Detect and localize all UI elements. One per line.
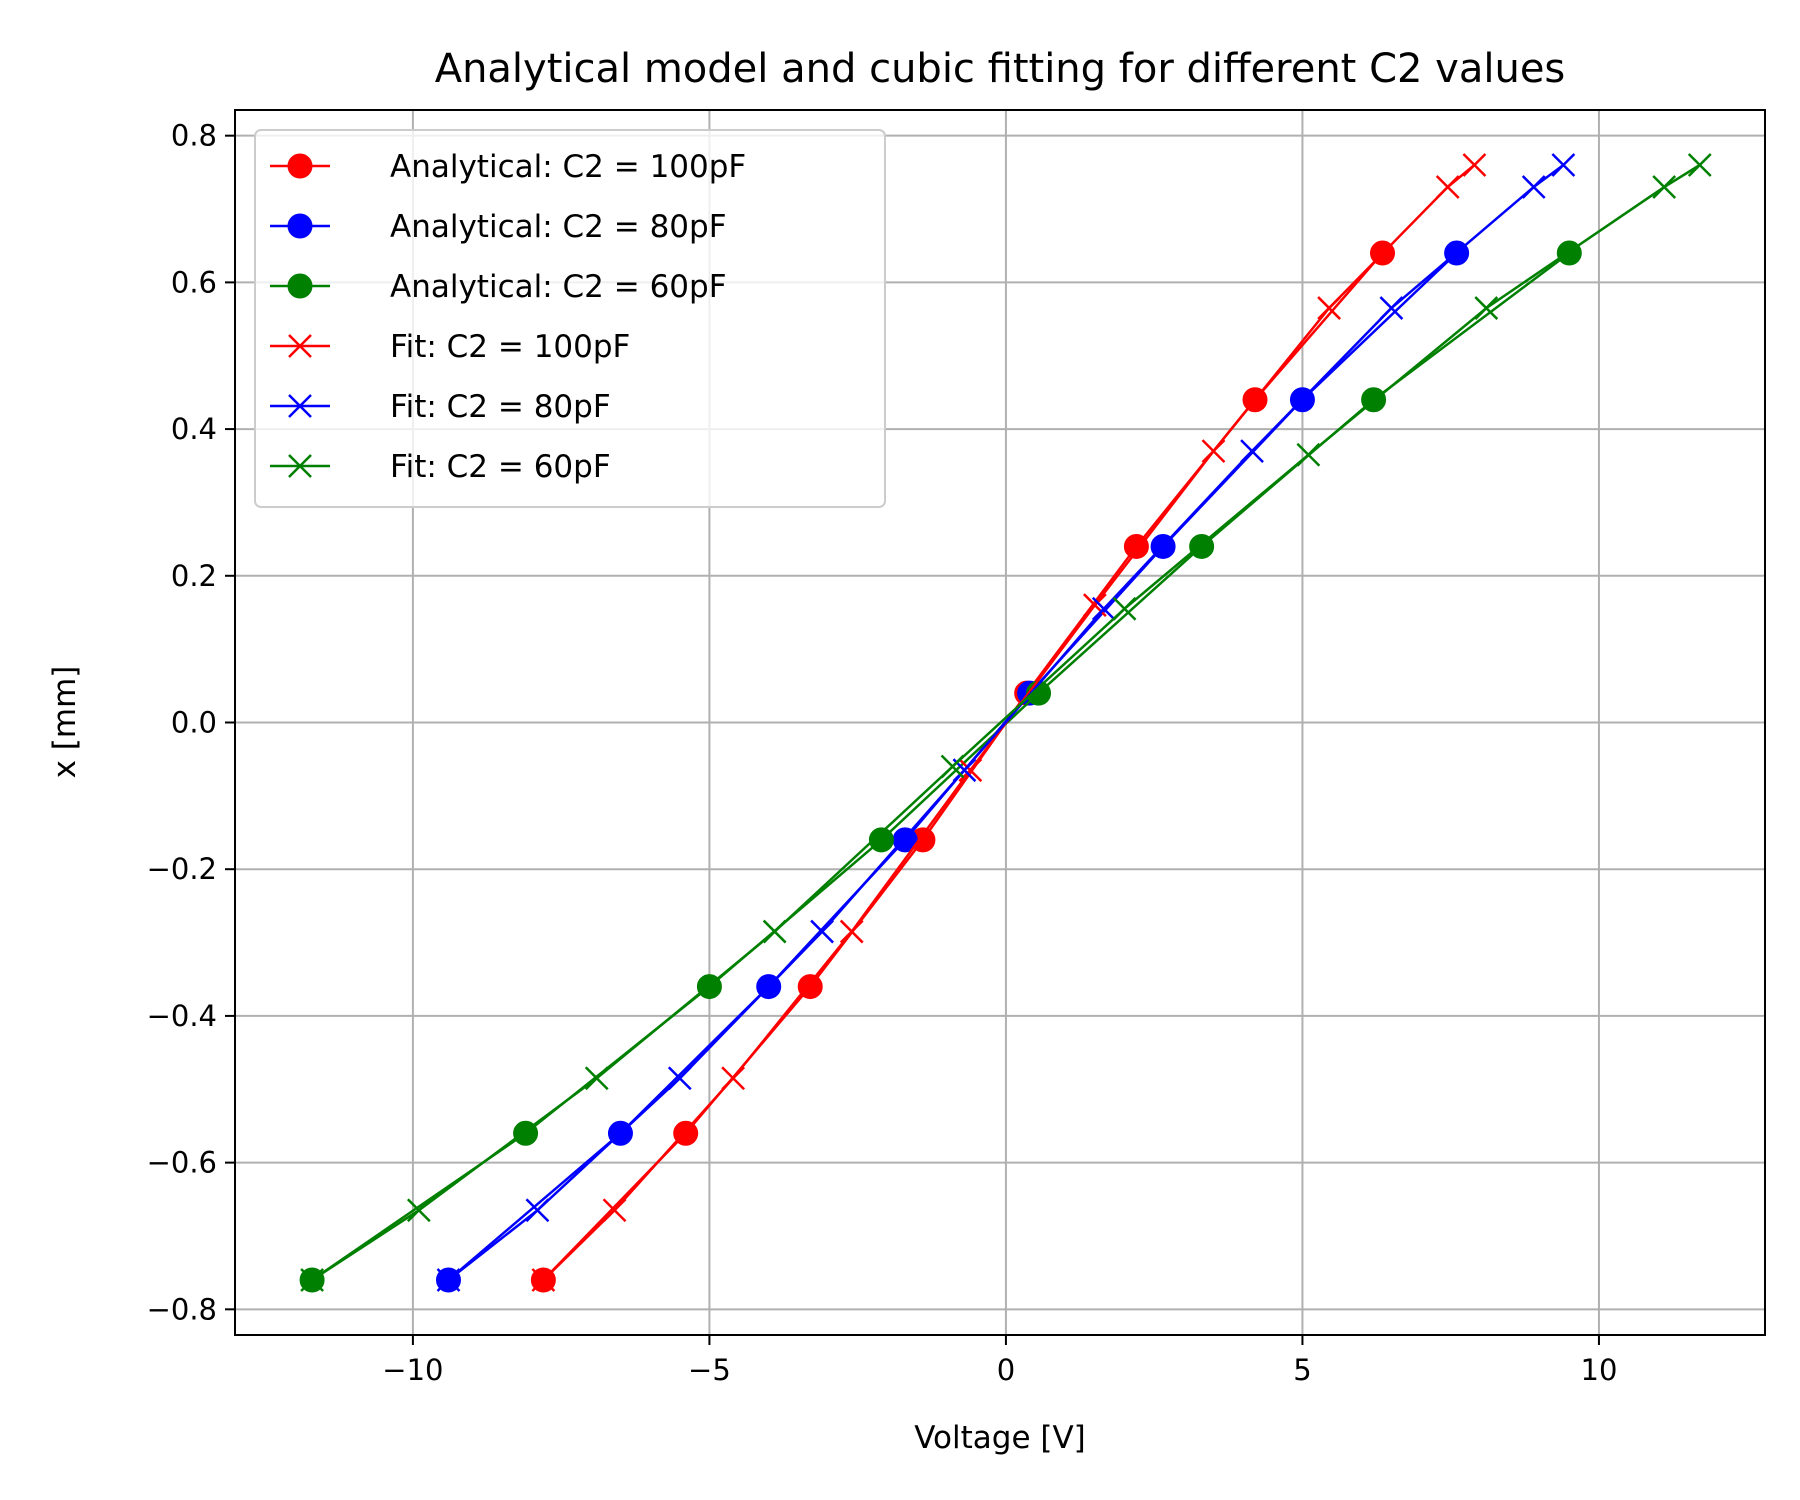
fit-point (810, 919, 834, 944)
fit-point (940, 754, 965, 779)
fit-point (436, 1268, 461, 1292)
y-tick-label: −0.8 (147, 1292, 217, 1326)
legend-item: Fit: C2 = 60pF (270, 449, 611, 485)
series-4 (531, 153, 1487, 1292)
legend-label: Analytical: C2 = 100pF (390, 149, 746, 185)
legend-label: Analytical: C2 = 80pF (390, 209, 727, 245)
fit-point (1551, 153, 1576, 177)
legend-item: Analytical: C2 = 60pF (270, 269, 727, 305)
y-tick-label: 0.2 (171, 559, 217, 593)
fit-point (602, 1198, 627, 1223)
legend-swatch-marker (287, 153, 313, 179)
x-tick-label: −10 (382, 1353, 443, 1387)
x-tick-label: 5 (1293, 1353, 1311, 1387)
legend-label: Fit: C2 = 60pF (390, 449, 611, 485)
chart-title: Analytical model and cubic fitting for d… (435, 46, 1566, 92)
x-tick-label: 10 (1581, 1353, 1618, 1387)
y-tick-label: −0.2 (147, 852, 217, 886)
legend-label: Analytical: C2 = 60pF (390, 269, 727, 305)
legend-item: Analytical: C2 = 100pF (270, 149, 746, 185)
y-tick-label: 0.6 (171, 265, 217, 299)
fit-point (762, 919, 787, 944)
x-tick-label: 0 (997, 1353, 1015, 1387)
fit-point (1201, 439, 1226, 463)
y-tick-label: 0.0 (171, 706, 217, 740)
legend-label: Fit: C2 = 100pF (390, 329, 630, 365)
series-6 (300, 153, 1712, 1292)
fit-point (721, 1066, 746, 1091)
y-tick-label: 0.8 (171, 119, 217, 153)
x-tick-label: −5 (688, 1353, 731, 1387)
y-tick-label: 0.4 (171, 412, 217, 446)
legend-swatch-marker (288, 454, 312, 478)
legend-box (254, 129, 886, 508)
fit-point (667, 1066, 692, 1091)
series-5 (436, 153, 1576, 1292)
legend-swatch-marker (288, 334, 312, 358)
legend-swatch-marker (287, 273, 313, 299)
fit-point (1474, 296, 1499, 320)
y-axis-label: x [mm] (47, 666, 83, 779)
legend-item: Fit: C2 = 100pF (270, 329, 630, 365)
series-layer (299, 153, 1712, 1293)
fit-point (531, 1268, 556, 1292)
fit-point (1652, 175, 1677, 199)
fit-point (839, 919, 864, 944)
fit-point (1521, 175, 1546, 199)
data-point (797, 974, 823, 1000)
legend: Analytical: C2 = 100pF Analytical: C2 = 8… (254, 129, 886, 508)
legend-swatch-marker (287, 213, 313, 239)
fit-point (1296, 442, 1321, 467)
series-line (542, 164, 1476, 1281)
fit-point (1687, 153, 1712, 177)
data-point (868, 827, 894, 853)
fit-point (1317, 296, 1342, 320)
data-point (1123, 533, 1149, 559)
legend-label: Fit: C2 = 80pF (390, 389, 611, 425)
y-tick-label: −0.6 (147, 1146, 217, 1180)
legend-swatch-marker (288, 394, 312, 418)
ticks: −10 −5 0 5 10 −0.8 −0.6 −0.4 −0.2 0.0 0.2 0.4 0.6 0.8 (147, 119, 1618, 1387)
fit-point (1240, 439, 1264, 463)
legend-item: Analytical: C2 = 80pF (270, 209, 727, 245)
y-tick-label: −0.4 (147, 999, 217, 1033)
series-line (311, 163, 1701, 1282)
fit-point (525, 1198, 550, 1223)
fit-point (1435, 175, 1460, 199)
fit-point (300, 1268, 324, 1292)
fit-point (584, 1066, 609, 1091)
legend-item: Fit: C2 = 80pF (270, 389, 611, 425)
fit-point (406, 1198, 431, 1223)
fit-point (1112, 596, 1137, 621)
legend-frame (254, 129, 886, 508)
series-line (447, 163, 1565, 1281)
fit-point (1091, 596, 1116, 621)
fit-point (1462, 153, 1487, 177)
fit-point (1379, 296, 1404, 320)
x-axis-label: Voltage [V] (914, 1420, 1086, 1456)
